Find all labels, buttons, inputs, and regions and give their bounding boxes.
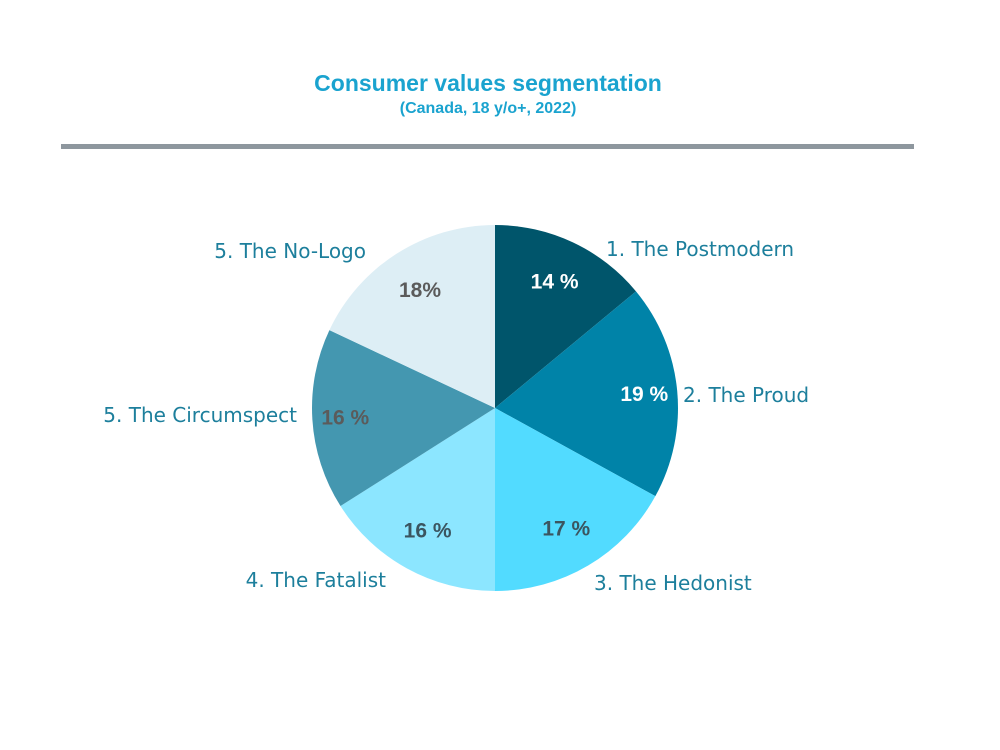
pie-slice-2 — [495, 291, 678, 497]
pie-slice-1 — [495, 225, 636, 408]
divider-rule — [61, 144, 914, 149]
pie-slice-5 — [312, 330, 495, 507]
category-label-3: 3. The Hedonist — [594, 571, 752, 595]
category-label-1: 1. The Postmodern — [606, 237, 794, 261]
category-label-2: 2. The Proud — [683, 383, 809, 407]
slice-value-label-3: 17 % — [542, 518, 590, 541]
chart-subtitle: (Canada, 18 y/o+, 2022) — [399, 100, 577, 117]
slice-value-label-6: 18% — [399, 279, 441, 302]
slice-value-label-5: 16 % — [321, 406, 369, 429]
slice-value-label-4: 16 % — [404, 520, 452, 543]
pie-slice-3 — [495, 408, 656, 591]
pie-slice-6 — [329, 225, 495, 408]
category-label-5: 5. The Circumspect — [103, 403, 297, 427]
slice-value-label-1: 14 % — [531, 270, 579, 293]
slice-value-label-2: 19 % — [620, 383, 668, 406]
pie-slice-4 — [340, 408, 495, 591]
chart-title: Consumer values segmentation — [314, 70, 662, 96]
category-label-4: 4. The Fatalist — [246, 568, 387, 592]
category-label-6: 5. The No-Logo — [214, 239, 366, 263]
